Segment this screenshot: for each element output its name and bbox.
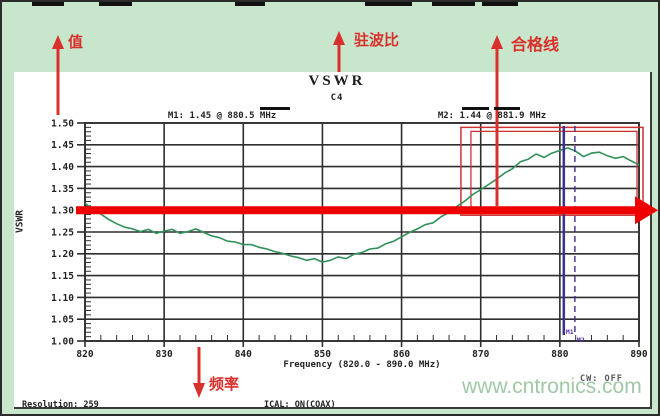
highlight-box-outer xyxy=(460,126,644,216)
marker-flag-m1: M1 xyxy=(566,328,574,336)
x-tick-label: 820 xyxy=(76,349,93,360)
y-tick-label: 1.05 xyxy=(51,315,74,326)
top-edge-artifact xyxy=(235,2,265,6)
top-edge-artifact xyxy=(99,2,132,6)
chart-subtitle: C4 xyxy=(330,93,344,103)
y-tick-label: 1.50 xyxy=(51,118,74,129)
limit-line-arrowhead xyxy=(635,196,658,225)
top-edge-artifact xyxy=(32,2,64,6)
status-left-block: Resolution: 259 Date: 07/09/2002 Model: … xyxy=(22,382,104,414)
y-tick-label: 1.40 xyxy=(51,162,74,173)
y-tick-label: 1.15 xyxy=(51,271,74,282)
marker1-readout: M1: 1.45 @ 880.5 MHz xyxy=(167,111,277,121)
value-callout-arrow-head xyxy=(52,35,64,49)
status-resolution: Resolution: 259 xyxy=(22,399,99,410)
instrument-screen-panel xyxy=(14,72,652,409)
x-tick-label: 870 xyxy=(472,349,489,360)
y-tick-label: 1.20 xyxy=(51,249,74,260)
top-edge-artifact xyxy=(482,2,518,6)
marker2-overline xyxy=(494,107,520,110)
chart-title: VSWR xyxy=(308,73,366,89)
vswr-trace xyxy=(84,147,640,263)
y-tick-label: 1.25 xyxy=(51,227,74,238)
plot-border xyxy=(84,122,640,342)
frequency-callout-arrow-head xyxy=(193,383,205,398)
marker2-readout: M2: 1.44 @ 881.9 MHz xyxy=(437,111,547,121)
callout-passline-label: 合格线 xyxy=(511,35,560,54)
status-right-block: ICAL: ON(COAX) Time: 06:34:32 Serial #: … xyxy=(264,382,356,414)
callout-vswr-label: 驻波比 xyxy=(354,31,400,49)
passline-callout-arrow-head xyxy=(491,35,503,49)
y-tick-label: 1.10 xyxy=(51,293,74,304)
y-tick-label: 1.35 xyxy=(51,184,74,195)
top-edge-artifact xyxy=(432,2,475,6)
status-cal: ICAL: ON(COAX) xyxy=(264,399,336,410)
marker1-overline xyxy=(260,107,290,110)
x-tick-label: 880 xyxy=(551,349,568,360)
y-axis-title: VSWR xyxy=(14,210,26,233)
top-edge-artifact xyxy=(365,2,412,6)
x-tick-label: 840 xyxy=(235,349,252,360)
y-tick-label: 1.00 xyxy=(51,336,74,347)
watermark-text: www.cntronics.com xyxy=(462,375,642,398)
marker2-overline xyxy=(462,107,489,110)
callout-value-label: 值 xyxy=(68,33,84,51)
x-tick-label: 860 xyxy=(393,349,410,360)
x-tick-label: 850 xyxy=(314,349,331,360)
x-axis-title: Frequency (820.0 - 890.0 MHz) xyxy=(283,360,441,370)
x-tick-label: 890 xyxy=(630,349,647,360)
y-tick-label: 1.30 xyxy=(51,206,74,217)
callout-frequency-label: 频率 xyxy=(209,375,240,393)
marker-flag-m2: M2 xyxy=(577,336,585,344)
status-cw: CW: OFF xyxy=(580,374,623,384)
vswr-callout-arrow-head xyxy=(333,31,345,45)
x-tick-label: 830 xyxy=(156,349,173,360)
y-tick-label: 1.45 xyxy=(51,140,74,151)
